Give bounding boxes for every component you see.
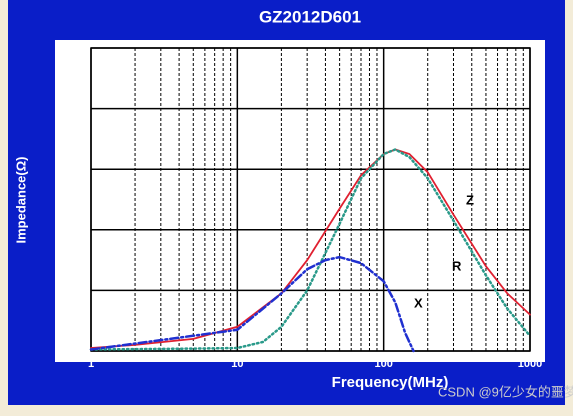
chart-title: GZ2012D601 — [259, 7, 361, 26]
series-label: R — [452, 258, 462, 273]
y-tick-label: 1000 — [61, 42, 85, 54]
series-line — [89, 255, 415, 353]
series-line — [89, 148, 532, 351]
x-tick-label: 100 — [374, 358, 392, 370]
series-label: X — [414, 295, 423, 310]
x-tick-label: 1000 — [518, 358, 542, 370]
x-axis-label: Frequency(MHz) — [332, 374, 449, 391]
y-tick-label: 400 — [67, 224, 85, 236]
x-tick-label: 1 — [88, 358, 94, 370]
plot-background — [55, 40, 545, 362]
y-axis-label: Impedance(Ω) — [13, 157, 28, 244]
y-tick-label: 800 — [67, 103, 85, 115]
y-tick-label: 200 — [67, 284, 85, 296]
watermark: CSDN @9亿少女的噩梦 — [438, 384, 573, 399]
x-tick-label: 10 — [231, 358, 243, 370]
plot-frame — [90, 47, 531, 352]
y-tick-label: 0 — [79, 345, 85, 357]
series-label: Z — [466, 192, 474, 207]
y-tick-label: 600 — [67, 163, 85, 175]
